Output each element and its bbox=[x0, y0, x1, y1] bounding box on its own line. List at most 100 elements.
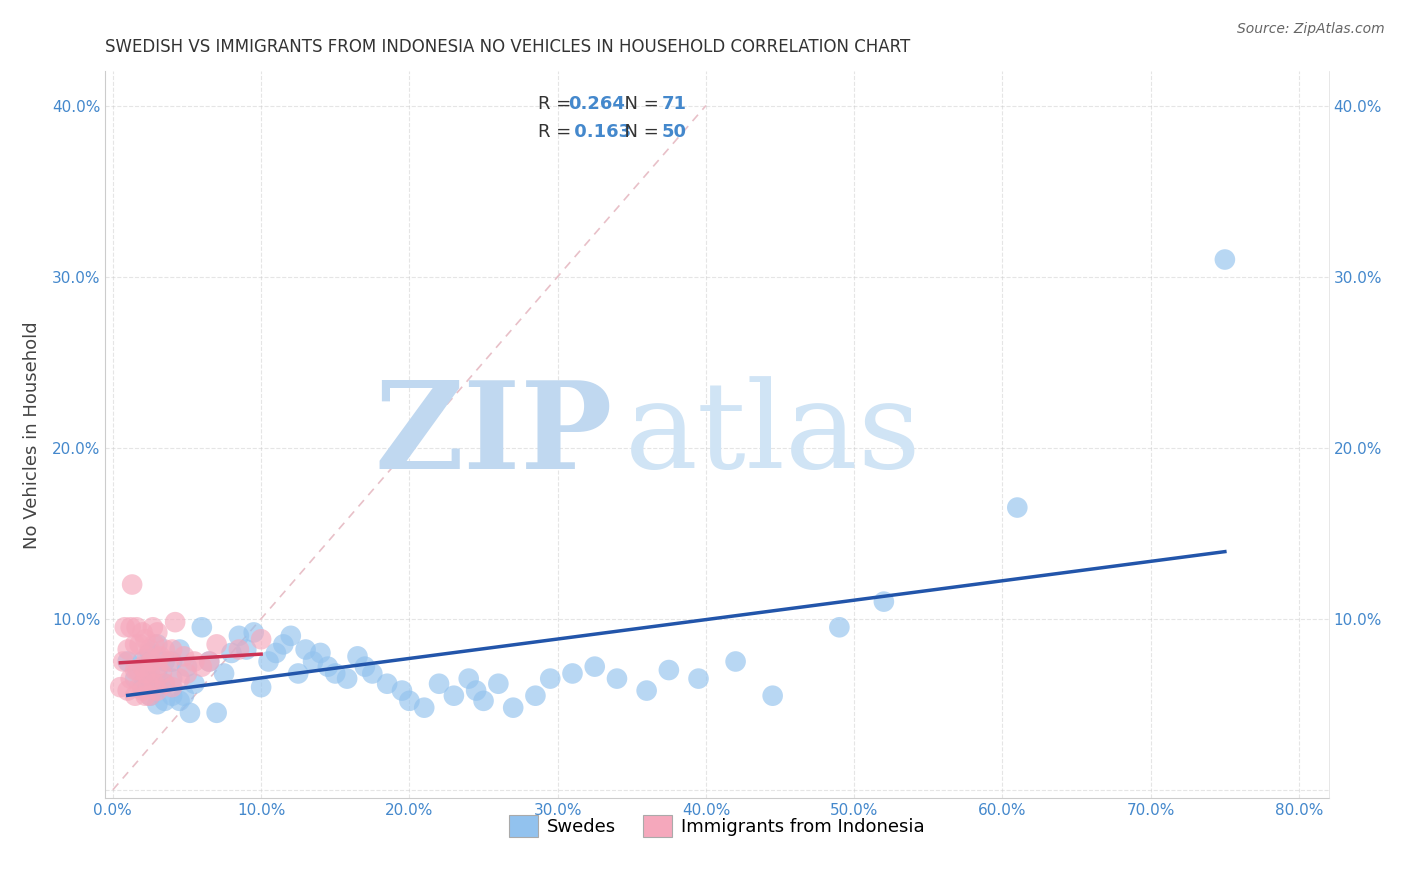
Text: ZIP: ZIP bbox=[375, 376, 613, 494]
Point bbox=[114, 620, 136, 634]
Text: 0.264: 0.264 bbox=[568, 95, 624, 113]
Text: R =: R = bbox=[538, 95, 578, 113]
Point bbox=[121, 577, 143, 591]
Point bbox=[160, 672, 183, 686]
Point bbox=[128, 680, 150, 694]
Point bbox=[336, 672, 359, 686]
Point bbox=[143, 637, 166, 651]
Point bbox=[346, 649, 368, 664]
Point bbox=[524, 689, 547, 703]
Point bbox=[443, 689, 465, 703]
Point bbox=[153, 677, 176, 691]
Point bbox=[636, 683, 658, 698]
Point bbox=[309, 646, 332, 660]
Point bbox=[354, 659, 377, 673]
Point bbox=[179, 706, 201, 720]
Text: Source: ZipAtlas.com: Source: ZipAtlas.com bbox=[1237, 22, 1385, 37]
Point bbox=[120, 672, 142, 686]
Point bbox=[391, 683, 413, 698]
Point bbox=[117, 683, 139, 698]
Point bbox=[139, 689, 162, 703]
Point bbox=[169, 642, 191, 657]
Point bbox=[141, 655, 163, 669]
Point bbox=[146, 698, 169, 712]
Point bbox=[160, 655, 183, 669]
Point bbox=[375, 677, 398, 691]
Point bbox=[146, 683, 169, 698]
Point bbox=[139, 666, 162, 681]
Point bbox=[228, 629, 250, 643]
Point bbox=[139, 646, 162, 660]
Text: atlas: atlas bbox=[626, 376, 922, 493]
Point bbox=[124, 672, 146, 686]
Point bbox=[134, 689, 156, 703]
Point bbox=[1007, 500, 1029, 515]
Text: N =: N = bbox=[613, 123, 671, 142]
Point bbox=[139, 672, 162, 686]
Point bbox=[136, 649, 159, 664]
Point bbox=[160, 689, 183, 703]
Point bbox=[139, 642, 162, 657]
Point bbox=[134, 666, 156, 681]
Point bbox=[762, 689, 785, 703]
Point bbox=[191, 659, 214, 673]
Point bbox=[294, 642, 316, 657]
Point bbox=[250, 632, 273, 647]
Point bbox=[153, 642, 176, 657]
Point bbox=[131, 680, 153, 694]
Point bbox=[173, 689, 195, 703]
Y-axis label: No Vehicles in Household: No Vehicles in Household bbox=[22, 321, 41, 549]
Point bbox=[583, 659, 606, 673]
Point bbox=[153, 694, 176, 708]
Text: R =: R = bbox=[538, 123, 578, 142]
Point bbox=[143, 677, 166, 691]
Point bbox=[183, 677, 205, 691]
Point bbox=[561, 666, 583, 681]
Point bbox=[120, 620, 142, 634]
Text: 71: 71 bbox=[662, 95, 688, 113]
Point bbox=[146, 663, 169, 677]
Point bbox=[146, 625, 169, 640]
Point bbox=[112, 655, 135, 669]
Point bbox=[146, 659, 169, 673]
Point bbox=[127, 663, 149, 677]
Point bbox=[235, 642, 257, 657]
Point bbox=[131, 683, 153, 698]
Point bbox=[173, 649, 195, 664]
Point bbox=[486, 677, 509, 691]
Point bbox=[153, 655, 176, 669]
Point bbox=[117, 642, 139, 657]
Point bbox=[606, 672, 628, 686]
Point bbox=[398, 694, 420, 708]
Point bbox=[165, 615, 187, 629]
Point bbox=[146, 637, 169, 651]
Point bbox=[124, 663, 146, 677]
Point bbox=[125, 620, 148, 634]
Point bbox=[465, 683, 488, 698]
Point bbox=[176, 666, 198, 681]
Point bbox=[242, 625, 264, 640]
Point bbox=[153, 677, 176, 691]
Point bbox=[228, 642, 250, 657]
Point bbox=[316, 659, 339, 673]
Point bbox=[191, 620, 214, 634]
Point bbox=[250, 680, 273, 694]
Point bbox=[658, 663, 681, 677]
Point bbox=[139, 689, 162, 703]
Point bbox=[150, 666, 173, 681]
Point bbox=[124, 637, 146, 651]
Point bbox=[280, 629, 302, 643]
Point bbox=[264, 646, 287, 660]
Point bbox=[124, 689, 146, 703]
Point bbox=[873, 594, 896, 608]
Point bbox=[273, 637, 295, 651]
Text: N =: N = bbox=[613, 95, 671, 113]
Point bbox=[1213, 252, 1236, 267]
Point bbox=[169, 694, 191, 708]
Point bbox=[413, 700, 436, 714]
Legend: Swedes, Immigrants from Indonesia: Swedes, Immigrants from Indonesia bbox=[502, 807, 932, 844]
Point bbox=[257, 655, 280, 669]
Point bbox=[198, 655, 221, 669]
Point bbox=[110, 680, 132, 694]
Point bbox=[828, 620, 851, 634]
